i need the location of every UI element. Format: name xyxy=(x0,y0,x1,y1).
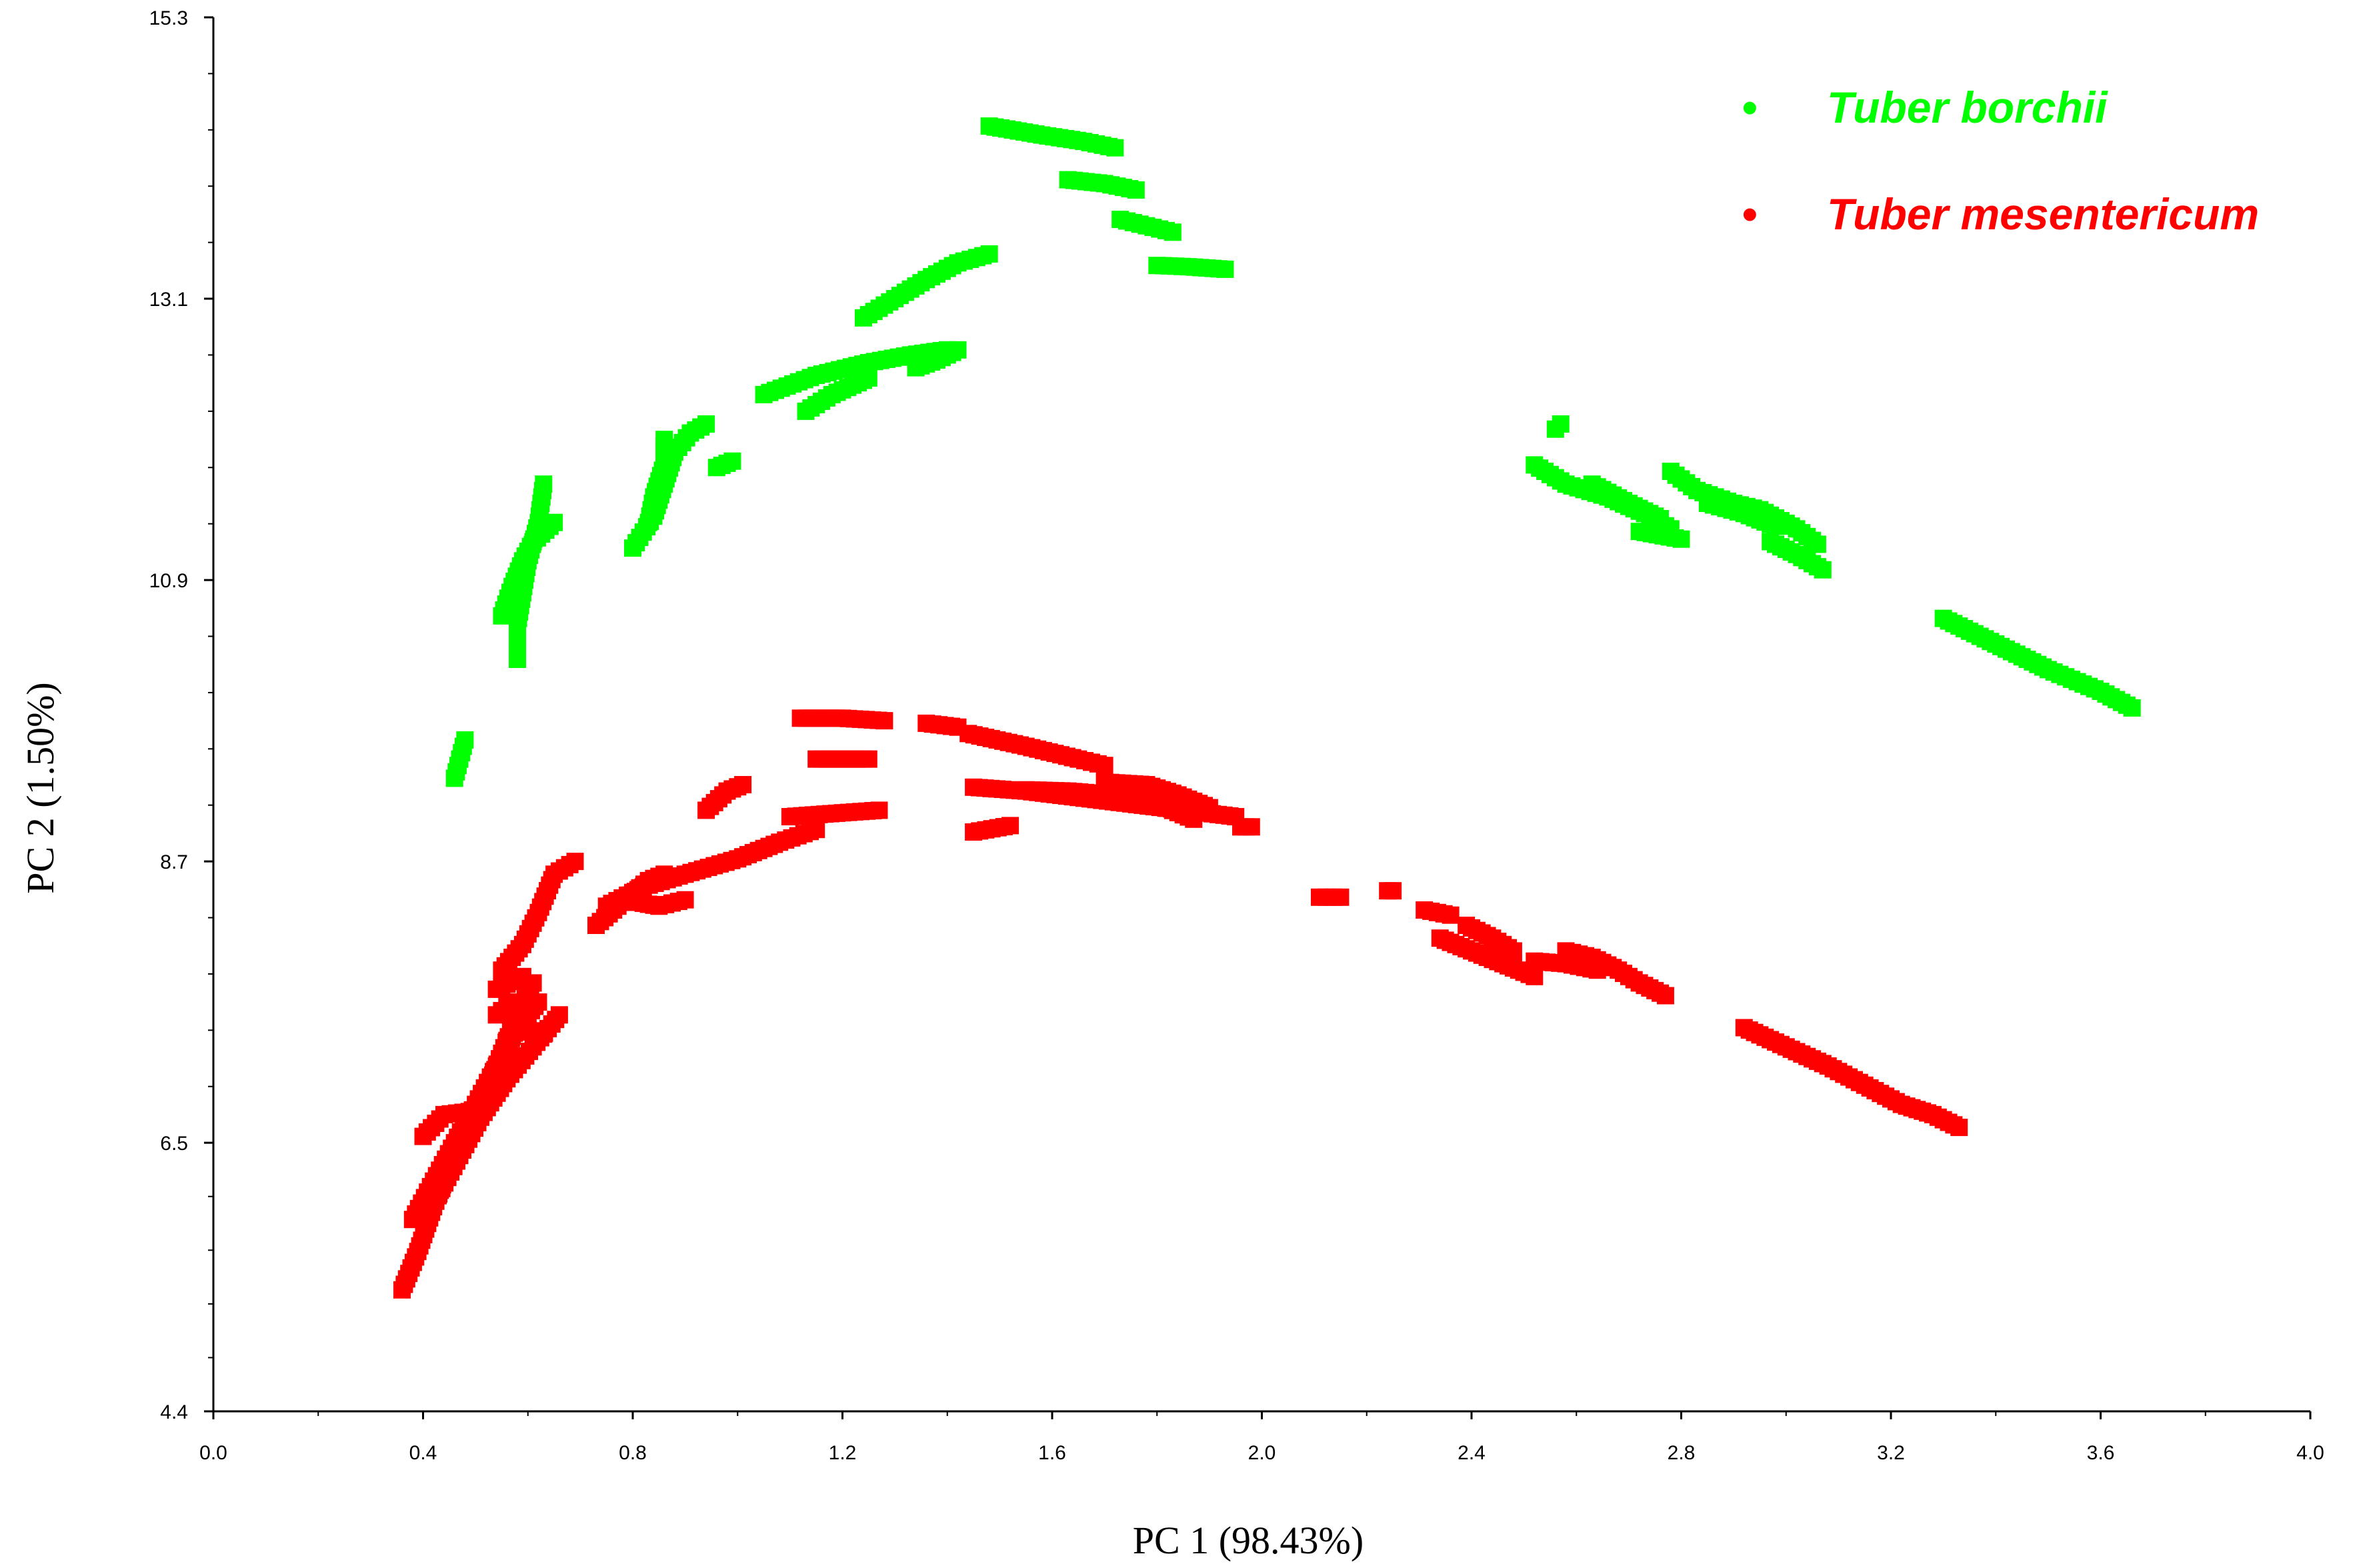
y-tick-label: 6.5 xyxy=(160,1133,188,1155)
data-point xyxy=(859,369,877,387)
legend-label-tuber-mesentericum: Tuber mesentericum xyxy=(1827,189,2259,239)
x-tick-label: 1.2 xyxy=(829,1442,857,1464)
data-point xyxy=(566,853,584,871)
x-tick-label: 1.6 xyxy=(1038,1442,1066,1464)
x-tick-label: 3.2 xyxy=(1877,1442,1905,1464)
data-point xyxy=(1672,530,1690,548)
data-point xyxy=(1384,882,1402,900)
x-tick-label: 2.8 xyxy=(1668,1442,1696,1464)
data-point xyxy=(1216,260,1234,278)
y-tick-label: 10.9 xyxy=(149,570,188,592)
data-point xyxy=(1001,817,1019,835)
x-axis-title: PC 1 (98.43%) xyxy=(1133,1519,1364,1562)
y-tick-label: 8.7 xyxy=(160,851,188,873)
data-point xyxy=(550,1006,568,1024)
data-point xyxy=(2123,699,2141,717)
x-tick-label: 0.4 xyxy=(409,1442,437,1464)
data-point xyxy=(676,891,694,909)
data-point xyxy=(519,999,537,1017)
data-point xyxy=(697,415,715,433)
data-point xyxy=(1106,139,1124,157)
data-point xyxy=(723,452,741,470)
legend-item-tuber-mesentericum: • Tuber mesentericum xyxy=(1742,189,2259,239)
data-point xyxy=(1504,942,1522,960)
data-point xyxy=(1332,888,1350,906)
legend-marker-tuber-borchii: • xyxy=(1742,83,1757,132)
y-axis-title: PC 2 (1.50%) xyxy=(19,682,62,893)
x-tick-label: 2.0 xyxy=(1248,1442,1276,1464)
data-points xyxy=(393,117,2141,1299)
data-point xyxy=(456,731,474,749)
series-tuber-mesentericum xyxy=(393,709,1968,1299)
data-point xyxy=(1652,510,1669,527)
data-point xyxy=(980,245,998,263)
data-point xyxy=(1242,818,1260,836)
x-tick-label: 4.0 xyxy=(2296,1442,2324,1464)
data-point xyxy=(535,475,553,493)
legend: • Tuber borchii • Tuber mesentericum xyxy=(1742,83,2259,239)
data-point xyxy=(807,821,825,839)
data-point xyxy=(1808,535,1826,553)
legend-marker-tuber-mesentericum: • xyxy=(1742,189,1757,239)
data-point xyxy=(1588,961,1606,979)
data-point xyxy=(1814,561,1832,579)
data-point xyxy=(875,712,893,730)
legend-label-tuber-borchii: Tuber borchii xyxy=(1827,83,2108,132)
x-tick-label: 0.8 xyxy=(619,1442,647,1464)
data-point xyxy=(467,1102,485,1120)
data-point xyxy=(1163,223,1182,241)
data-point xyxy=(1127,181,1145,199)
data-point xyxy=(535,1025,553,1043)
data-point xyxy=(1656,987,1674,1005)
tick-labels: 0.0 0.4 0.8 1.2 1.6 2.0 2.4 2.8 3.2 3.6 4.0 4.4 6.5 8… xyxy=(149,7,2324,1464)
y-tick-label: 13.1 xyxy=(149,289,188,311)
data-point xyxy=(1767,517,1784,535)
x-tick-label: 3.6 xyxy=(2087,1442,2115,1464)
data-point xyxy=(949,341,967,359)
data-point xyxy=(870,801,888,819)
series-tuber-borchii xyxy=(445,117,2141,787)
data-point xyxy=(513,967,531,985)
data-point xyxy=(655,865,673,883)
data-point xyxy=(1546,420,1564,438)
data-point xyxy=(1200,799,1218,817)
y-tick-label: 4.4 xyxy=(160,1401,188,1423)
legend-item-tuber-borchii: • Tuber borchii xyxy=(1742,83,2108,132)
data-point xyxy=(859,750,877,768)
data-point xyxy=(1442,906,1460,924)
y-tick-label: 15.3 xyxy=(149,7,188,29)
data-point xyxy=(545,513,563,531)
data-point xyxy=(1950,1119,1968,1137)
tick-marks xyxy=(204,16,2312,1419)
x-tick-label: 0.0 xyxy=(199,1442,227,1464)
data-point xyxy=(1095,757,1113,775)
data-point xyxy=(655,431,673,449)
data-point xyxy=(734,776,752,793)
x-tick-label: 2.4 xyxy=(1458,1442,1486,1464)
